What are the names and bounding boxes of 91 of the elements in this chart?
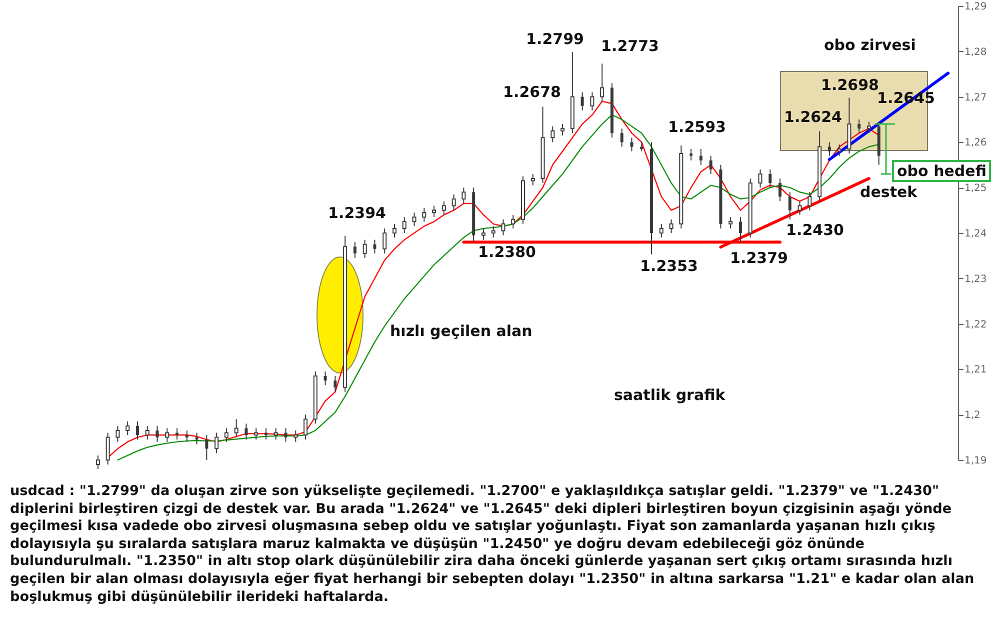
candlestick: [699, 148, 702, 166]
candlestick: [530, 173, 535, 186]
annotation: 1.2678: [503, 83, 561, 101]
annotation: 1.2593: [668, 118, 726, 136]
candlestick: [788, 192, 792, 220]
candlestick: [402, 216, 406, 234]
y-tick-label: 1,29: [964, 2, 987, 12]
candlestick: [858, 119, 861, 134]
annotation: destek: [860, 183, 918, 201]
candlestick: [866, 121, 871, 134]
candlestick: [274, 428, 278, 440]
annotation: 1.2773: [601, 37, 659, 55]
candlestick: [165, 428, 170, 442]
candlestick: [304, 414, 308, 440]
annotation: obo hedefi: [892, 160, 992, 182]
candlestick: [798, 200, 802, 216]
candlestick: [511, 214, 516, 229]
candlestick: [630, 137, 634, 152]
y-tick-label: 1,21: [964, 364, 987, 376]
candlestick: [422, 208, 426, 222]
candlestick: [96, 454, 100, 470]
candlestick: [442, 200, 446, 216]
candlestick: [452, 194, 456, 211]
candlestick: [690, 148, 693, 161]
annotation: 1.2379: [730, 249, 788, 267]
candlestick: [709, 155, 712, 174]
annotation: 1.2430: [786, 221, 844, 239]
candlestick: [136, 420, 139, 440]
candlestick: [432, 205, 436, 218]
candlestick: [334, 376, 337, 392]
candlestick: [728, 216, 733, 229]
annotation: 1.2380: [478, 243, 536, 261]
candlestick: [254, 428, 258, 440]
candlestick: [640, 142, 644, 152]
text: usdcad : "1.2799" da oluşan zirve son yükselişte geçilemedi. "1.2700" e yaklaşıldıkça satışlar geldi. "1.2379" ve "1.2430" diplerini birleştiren çizgi de destek var. Bu arada "1.2624" ve "1.2645" deki dipleri birleştiren boyun çizgisinin aşağı yönde geçilmesi kısa vadede obo zirvesi oluşmasına sebep oldu ve satışlar yoğunlaştı. Fiyat son zamanlarda yaşanan hızlı çıkış dolayısıyla şu sıralarda satışlara maruz kalmakta ve düşüşün "1.2450" ye doğru devam edebileceği göz önünde bulundurulmalı. "1.2350" in altı stop olark düşünülebilir zira daha önceki günlerde yaşanan sert çıkış ortamı sırasında hızlı geçilen bir alan olması dolayısıyla eğer fiyat herhangi bir sebepten dolayı "1.2350" in altına sarkarsa "1.21" e kadar olan alan boşlukmuş gibi düşünülebilir ilerideki haftalarda.: [10, 483, 976, 606]
annotation: 1.2698: [821, 76, 879, 94]
candlestick: [284, 428, 288, 442]
y-tick-label: 1,27: [964, 92, 987, 104]
candlestick: [837, 144, 842, 156]
candlestick: [392, 223, 396, 238]
annotation: 1.2799: [526, 30, 584, 48]
candlestick: [808, 192, 812, 211]
y-tick-label: 1,22: [964, 319, 987, 330]
annotation: 1.2394: [328, 204, 386, 222]
candlestick: [669, 218, 674, 234]
annotation: hızlı geçilen alan: [390, 322, 532, 340]
annotation: obo zirvesi: [824, 36, 916, 54]
annotation: saatlik grafik: [614, 386, 726, 404]
y-tick-label: 1,23: [964, 274, 987, 285]
candlestick: [353, 242, 356, 258]
candlestick: [738, 216, 742, 244]
candlestick: [560, 124, 565, 136]
candlestick: [491, 226, 496, 238]
y-tick-label: 1,2: [964, 410, 980, 422]
candlestick: [324, 370, 327, 386]
candlestick: [214, 432, 219, 454]
candlestick: [580, 92, 584, 111]
candlestick: [116, 425, 120, 442]
candlestick: [758, 168, 762, 188]
candlestick: [362, 239, 367, 258]
candlestick: [481, 228, 486, 240]
candlestick: [462, 187, 466, 204]
candlestick: [412, 212, 416, 227]
candlestick: [224, 428, 228, 442]
candlestick: [659, 223, 664, 238]
candlestick: [382, 228, 387, 254]
candlestick: [145, 425, 150, 440]
annotation: 1.2353: [640, 257, 698, 275]
y-tick-label: 1,26: [964, 138, 987, 149]
candlestick: [234, 418, 238, 438]
candlestick: [501, 218, 506, 236]
y-tick-label: 1,25: [964, 183, 987, 194]
candlestick: [126, 420, 130, 436]
y-tick-label: 1,19: [964, 456, 987, 466]
y-tick-label: 1,28: [964, 46, 987, 58]
candlestick: [778, 178, 782, 202]
candlestick: [550, 126, 555, 143]
candlestick: [106, 432, 110, 466]
candlestick: [205, 434, 208, 460]
annotation: 1.2624: [784, 108, 842, 126]
candlestick: [373, 239, 376, 254]
candlestick: [600, 63, 604, 102]
candlestick: [244, 423, 248, 440]
candlestick: [590, 92, 594, 111]
candlestick: [620, 128, 624, 148]
candlestick: [828, 142, 831, 156]
candlestick: [156, 425, 159, 442]
candlestick: [294, 430, 298, 442]
y-tick-label: 1,24: [964, 228, 987, 240]
candlestick: [185, 430, 188, 442]
candlestick: [768, 168, 772, 188]
